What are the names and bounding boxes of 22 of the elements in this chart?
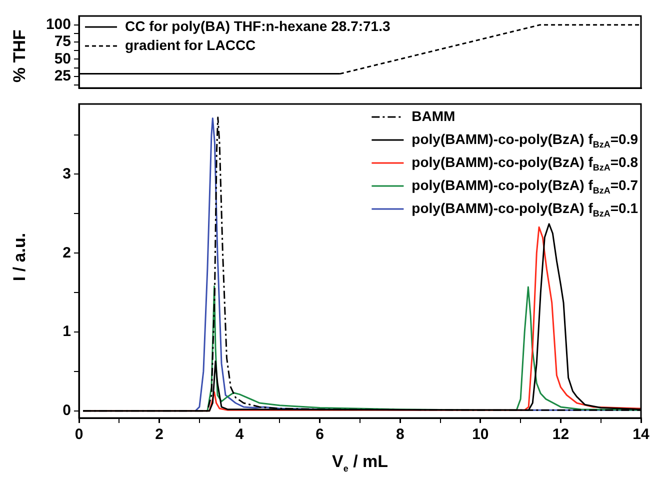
y-tick-label: 3	[62, 165, 71, 182]
legend-label: CC for poly(BA) THF:n-hexane 28.7:71.3	[125, 18, 390, 34]
y-axis-title: % THF	[10, 29, 30, 82]
x-tick-label: 14	[632, 426, 650, 444]
x-tick-label: 12	[552, 426, 570, 444]
y-tick-label: 2	[62, 244, 71, 262]
x-axis-title: V$_{e}$ / mL	[332, 452, 388, 474]
y-tick-label: 100	[46, 16, 71, 34]
y-tick-label: 25	[54, 67, 71, 84]
x-tick-label: 10	[472, 426, 489, 444]
x-tick-label: 2	[155, 426, 164, 444]
y-tick-label: 75	[54, 33, 71, 50]
legend-label: gradient for LACCC	[125, 36, 256, 53]
y-tick-label: 50	[54, 50, 71, 68]
x-tick-label: 8	[396, 426, 404, 444]
legend-label: BAMM	[412, 108, 456, 124]
y-tick-label: 1	[62, 323, 71, 340]
x-tick-label: 0	[74, 426, 84, 444]
x-tick-label: 4	[235, 426, 244, 444]
x-tick-label: 6	[316, 426, 324, 444]
y-tick-label: 0	[62, 402, 71, 420]
y-axis-title: I / a.u.	[10, 232, 30, 282]
